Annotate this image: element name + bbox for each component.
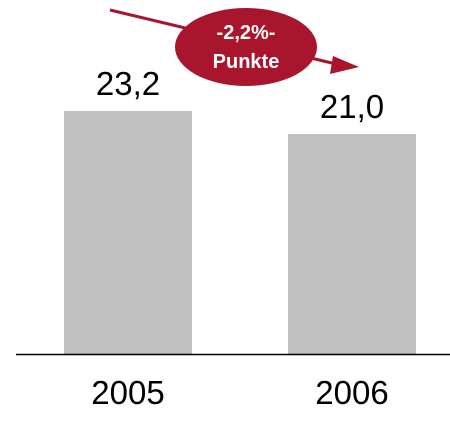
category-label-2005: 2005 [91, 374, 164, 411]
change-annotation: -2,2%- Punkte [109, 8, 359, 86]
category-label-2006: 2006 [315, 374, 388, 411]
change-annotation-badge [175, 8, 317, 86]
value-label-2005: 23,2 [96, 65, 160, 102]
change-annotation-line1: -2,2%- [217, 22, 276, 44]
change-annotation-line2: Punkte [213, 51, 280, 73]
labels-layer: 23,2 2005 21,0 2006 [91, 65, 388, 411]
bars-layer [64, 111, 416, 354]
bar-2005 [64, 111, 192, 354]
value-label-2006: 21,0 [320, 88, 384, 125]
change-arrow-head [330, 56, 359, 74]
bar-2006 [288, 134, 416, 354]
